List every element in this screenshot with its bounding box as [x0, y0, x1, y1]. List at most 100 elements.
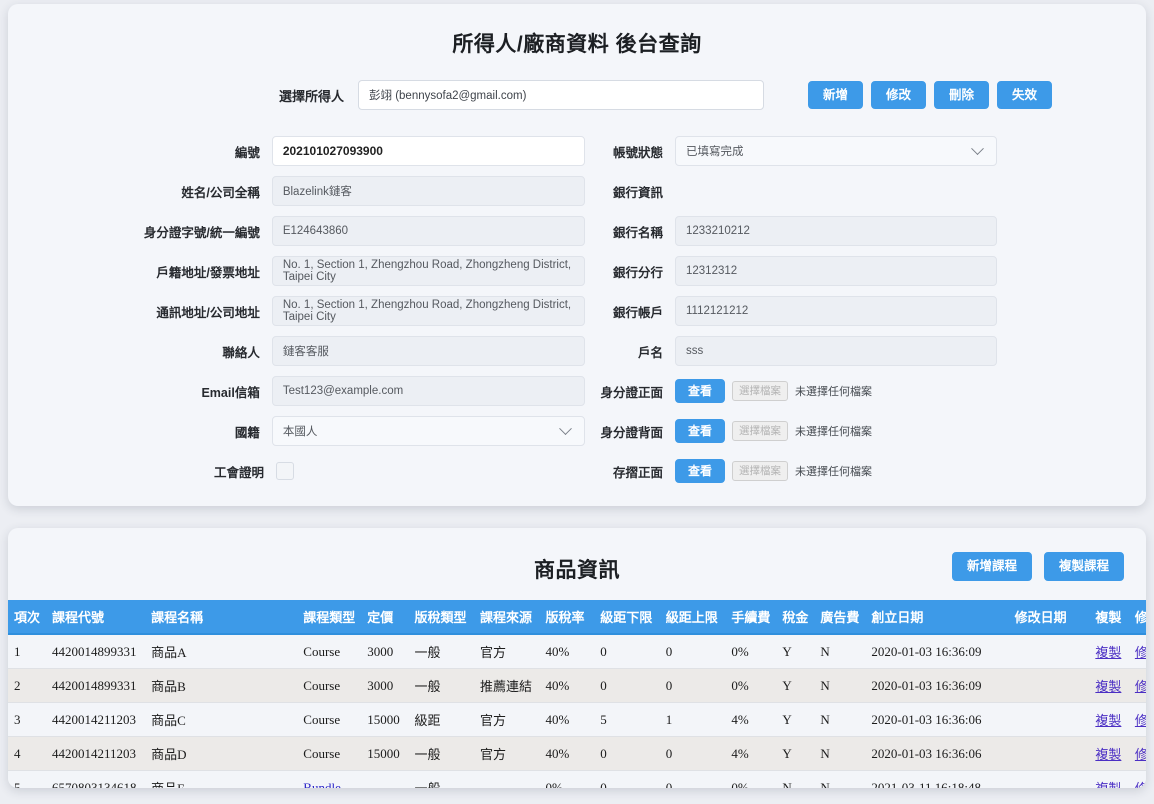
bank-name-field[interactable]: 1233210212: [675, 216, 997, 246]
copy-link-cell[interactable]: 複製: [1089, 770, 1129, 788]
edit-link-cell[interactable]: 修改: [1128, 736, 1146, 771]
edit-link[interactable]: 修改: [1134, 645, 1146, 660]
cell-index: 4: [8, 736, 47, 771]
add-button[interactable]: 新增: [808, 80, 864, 110]
taxid-field[interactable]: E124643860: [271, 216, 585, 246]
field-row-name: 姓名/公司全稱 Blazelink鏈客: [8, 176, 585, 206]
nationality-select[interactable]: 本國人: [271, 416, 585, 446]
edit-link[interactable]: 修改: [1134, 679, 1146, 694]
edit-link[interactable]: 修改: [1135, 781, 1146, 788]
cell-royalty-type: 級距: [408, 702, 474, 737]
col-tier-upper[interactable]: 級距上限: [659, 600, 726, 635]
edit-link[interactable]: 修改: [1134, 747, 1146, 762]
col-tax[interactable]: 稅金: [776, 600, 815, 635]
edit-link-cell[interactable]: 修改: [1128, 702, 1146, 737]
bank-branch-field[interactable]: 12312312: [675, 256, 997, 286]
copy-link[interactable]: 複製: [1095, 645, 1122, 660]
copy-link-cell[interactable]: 複製: [1089, 634, 1129, 669]
account-status-value: 已填寫完成: [686, 146, 744, 158]
col-copy[interactable]: 複製: [1089, 600, 1129, 635]
id-back-choose-file-button[interactable]: 選擇檔案: [732, 420, 789, 442]
products-table-wrapper[interactable]: 項次 課程代號 課程名稱 課程類型 定價 版稅類型 課程來源 版稅率 級距下限 …: [8, 600, 1146, 788]
copy-link[interactable]: 複製: [1095, 781, 1121, 788]
cell-tier-lower: 0: [594, 736, 660, 771]
page-title: 所得人/廠商資料 後台查詢: [452, 33, 702, 56]
cell-course-type: Course: [297, 668, 362, 703]
address-mailing-field[interactable]: No. 1, Section 1, Zhengzhou Road, Zhongz…: [271, 296, 585, 326]
col-ad-fee[interactable]: 廣告費: [814, 600, 866, 635]
col-index[interactable]: 項次: [8, 600, 47, 635]
id-front-choose-file-button[interactable]: 選擇檔案: [732, 380, 789, 402]
products-action-buttons: 新增課程 複製課程: [951, 552, 1124, 581]
cell-index: 3: [8, 702, 47, 737]
cell-tier-lower: 0: [594, 770, 660, 788]
col-handling-fee[interactable]: 手續費: [725, 600, 777, 635]
nationality-value: 本國人: [282, 426, 318, 438]
cell-course-code: 4420014899331: [46, 668, 146, 703]
passbook-view-button[interactable]: 查看: [675, 459, 726, 483]
passbook-choose-file-button[interactable]: 選擇檔案: [732, 460, 789, 482]
bank-account-field[interactable]: 1112121212: [675, 296, 997, 326]
edit-link[interactable]: 修改: [1134, 713, 1146, 728]
name-field[interactable]: Blazelink鏈客: [271, 176, 585, 206]
col-course-source[interactable]: 課程來源: [473, 600, 540, 635]
products-card: 商品資訊 新增課程 複製課程 項次 課程代號 課程名稱 課程類型 定價 版稅類型…: [8, 528, 1146, 788]
copy-link[interactable]: 複製: [1095, 679, 1122, 694]
cell-ad-fee: N: [814, 668, 866, 703]
id-field[interactable]: 202101027093900: [271, 136, 585, 166]
cell-index: 5: [8, 770, 47, 788]
id-front-view-button[interactable]: 查看: [675, 379, 726, 403]
account-name-label: 戶名: [637, 345, 663, 360]
products-table: 項次 課程代號 課程名稱 課程類型 定價 版稅類型 課程來源 版稅率 級距下限 …: [8, 600, 1146, 788]
field-row-id-front: 身分證正面 查看 選擇檔案 未選擇任何檔案: [585, 376, 1146, 406]
col-course-type[interactable]: 課程類型: [297, 600, 362, 635]
field-row-contact: 聯絡人 鏈客客服: [8, 336, 585, 366]
copy-link[interactable]: 複製: [1095, 713, 1122, 728]
edit-link-cell[interactable]: 修改: [1128, 634, 1146, 669]
cell-created-date: 2020-01-03 16:36:09: [865, 668, 1009, 703]
id-front-upload: 查看 選擇檔案 未選擇任何檔案: [675, 379, 872, 403]
cell-handling-fee: 0%: [725, 770, 777, 788]
copy-link-cell[interactable]: 複製: [1089, 702, 1129, 737]
email-field[interactable]: Test123@example.com: [271, 376, 585, 406]
account-name-field[interactable]: sss: [675, 336, 997, 366]
email-label: Email信箱: [201, 385, 260, 400]
delete-button[interactable]: 刪除: [934, 80, 990, 110]
col-created-date[interactable]: 創立日期: [865, 600, 1009, 635]
cell-created-date: 2021-03-11 16:18:48: [865, 770, 1009, 788]
edit-button[interactable]: 修改: [871, 80, 927, 110]
add-course-button[interactable]: 新增課程: [951, 552, 1032, 581]
field-row-account-name: 戶名 sss: [585, 336, 1146, 366]
cell-course-type[interactable]: Bundle: [297, 770, 362, 789]
account-status-select[interactable]: 已填寫完成: [675, 136, 997, 166]
payee-selector-label: 選擇所得人: [278, 88, 344, 104]
union-cert-checkbox[interactable]: [276, 462, 294, 480]
bundle-link[interactable]: Bundle: [303, 779, 341, 789]
field-row-id-back: 身分證背面 查看 選擇檔案 未選擇任何檔案: [585, 416, 1146, 446]
col-edit[interactable]: 修改: [1128, 600, 1146, 635]
col-tier-lower[interactable]: 級距下限: [594, 600, 660, 635]
col-course-name[interactable]: 課程名稱: [145, 600, 298, 635]
col-course-code[interactable]: 課程代號: [46, 600, 146, 635]
cell-royalty-type: 一般: [408, 634, 474, 669]
bank-name-label: 銀行名稱: [612, 225, 663, 240]
edit-link-cell[interactable]: 修改: [1128, 668, 1146, 703]
edit-link-cell[interactable]: 修改: [1128, 770, 1146, 788]
field-row-address-registered: 戶籍地址/發票地址 No. 1, Section 1, Zhengzhou Ro…: [8, 256, 585, 286]
address-registered-field[interactable]: No. 1, Section 1, Zhengzhou Road, Zhongz…: [271, 256, 585, 286]
payee-select[interactable]: 彭翊 (bennysofa2@gmail.com): [358, 80, 764, 110]
col-price[interactable]: 定價: [361, 600, 409, 635]
cell-course-source: 官方: [473, 736, 540, 771]
passbook-upload: 查看 選擇檔案 未選擇任何檔案: [675, 459, 872, 483]
copy-link-cell[interactable]: 複製: [1089, 736, 1129, 771]
id-back-view-button[interactable]: 查看: [675, 419, 726, 443]
copy-link[interactable]: 複製: [1095, 747, 1122, 762]
contact-field[interactable]: 鏈客客服: [271, 336, 585, 366]
cell-created-date: 2020-01-03 16:36:06: [865, 702, 1009, 737]
copy-course-button[interactable]: 複製課程: [1043, 552, 1124, 581]
invalidate-button[interactable]: 失效: [997, 80, 1053, 110]
col-royalty-type[interactable]: 版稅類型: [408, 600, 474, 635]
col-modified-date[interactable]: 修改日期: [1008, 600, 1090, 635]
col-royalty-rate[interactable]: 版稅率: [539, 600, 595, 635]
copy-link-cell[interactable]: 複製: [1089, 668, 1129, 703]
